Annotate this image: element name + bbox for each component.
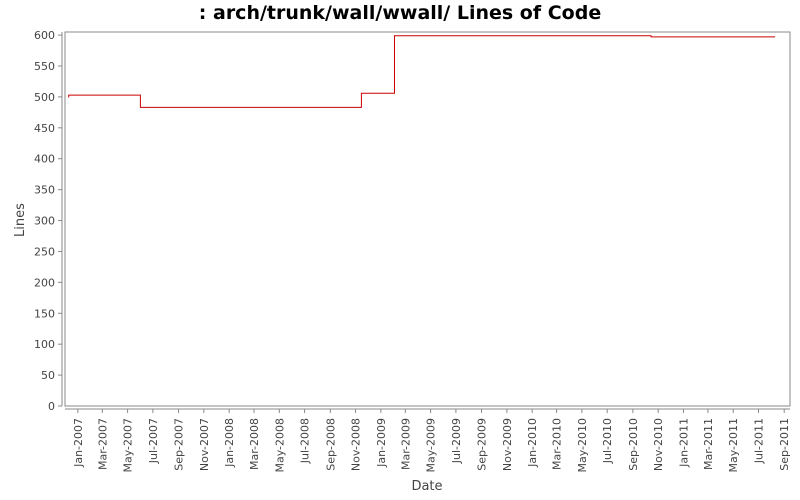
- x-tick-label: Nov-2007: [198, 418, 211, 471]
- y-tick-label: 300: [34, 215, 55, 228]
- x-tick-label: Jul-2011: [752, 418, 765, 464]
- y-tick-label: 400: [34, 153, 55, 166]
- y-axis-label: Lines: [13, 203, 28, 237]
- x-tick-label: May-2009: [425, 418, 438, 473]
- x-tick-label: Jul-2010: [601, 418, 614, 464]
- y-tick-label: 0: [48, 400, 55, 413]
- y-tick-label: 450: [34, 122, 55, 135]
- x-axis-label: Date: [411, 479, 442, 494]
- x-tick-label: Jan-2009: [375, 418, 388, 468]
- x-tick-label: Jan-2011: [677, 418, 690, 468]
- y-tick-label: 550: [34, 60, 55, 73]
- x-tick-label: May-2010: [576, 418, 589, 473]
- x-tick-label: Sep-2007: [173, 418, 186, 471]
- x-tick-label: Sep-2011: [778, 418, 791, 471]
- y-axis-ticks: 0 50 100 150 200 250 300 350 400 450 500 550 600: [34, 29, 62, 413]
- chart-title: : arch/trunk/wall/wwall/ Lines of Code: [198, 2, 602, 24]
- x-tick-label: Mar-2011: [702, 418, 715, 470]
- x-tick-label: Nov-2009: [501, 418, 514, 471]
- x-tick-label: May-2007: [122, 418, 135, 473]
- y-tick-label: 150: [34, 307, 55, 320]
- x-tick-label: Jul-2008: [299, 418, 312, 464]
- x-tick-label: Jan-2010: [526, 418, 539, 468]
- series-layer: [68, 35, 776, 108]
- x-tick-label: Jul-2007: [147, 418, 160, 464]
- series-line: [68, 35, 776, 108]
- x-tick-label: Sep-2009: [476, 418, 489, 471]
- y-tick-label: 250: [34, 245, 55, 258]
- x-tick-label: May-2008: [273, 418, 286, 473]
- x-tick-label: May-2011: [727, 418, 740, 473]
- x-axis-ticks: Jan-2007 Mar-2007 May-2007 Jul-2007 Sep-2007…: [72, 409, 791, 473]
- x-tick-label: Sep-2010: [627, 418, 640, 471]
- y-tick-label: 350: [34, 184, 55, 197]
- x-tick-label: Nov-2010: [652, 418, 665, 471]
- x-tick-label: Mar-2009: [399, 418, 412, 470]
- y-tick-label: 50: [41, 369, 55, 382]
- x-tick-label: Jan-2007: [72, 418, 85, 468]
- x-tick-label: Sep-2008: [324, 418, 337, 471]
- x-tick-label: Jan-2008: [223, 418, 236, 468]
- x-tick-label: Nov-2008: [350, 418, 363, 471]
- y-tick-label: 100: [34, 338, 55, 351]
- x-tick-label: Mar-2010: [551, 418, 564, 470]
- x-tick-label: Mar-2007: [96, 418, 109, 470]
- y-tick-label: 500: [34, 91, 55, 104]
- x-tick-label: Mar-2008: [248, 418, 261, 470]
- plot-area: [64, 31, 791, 407]
- y-tick-label: 600: [34, 29, 55, 42]
- x-tick-label: Jul-2009: [450, 418, 463, 464]
- y-tick-label: 200: [34, 276, 55, 289]
